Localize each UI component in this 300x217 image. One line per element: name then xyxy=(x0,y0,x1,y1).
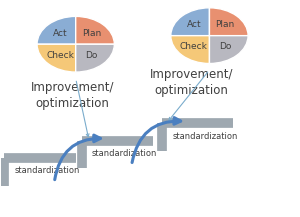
Text: Do: Do xyxy=(85,51,98,60)
Wedge shape xyxy=(171,8,209,36)
Wedge shape xyxy=(209,36,248,64)
Text: Improvement/
optimization: Improvement/ optimization xyxy=(150,68,233,97)
Text: standardization: standardization xyxy=(92,149,158,158)
Wedge shape xyxy=(37,44,76,72)
Wedge shape xyxy=(171,36,209,64)
Text: Act: Act xyxy=(187,20,201,29)
Text: standardization: standardization xyxy=(15,166,80,175)
Wedge shape xyxy=(209,8,248,36)
Text: Check: Check xyxy=(46,51,74,60)
Text: standardization: standardization xyxy=(172,132,238,141)
Text: Improvement/
optimization: Improvement/ optimization xyxy=(31,81,115,110)
Wedge shape xyxy=(76,16,114,44)
Text: Act: Act xyxy=(53,28,68,38)
Text: Do: Do xyxy=(219,42,231,51)
Wedge shape xyxy=(76,44,114,72)
Text: Plan: Plan xyxy=(82,28,101,38)
Text: Check: Check xyxy=(180,42,208,51)
Text: Plan: Plan xyxy=(215,20,235,29)
Wedge shape xyxy=(37,16,76,44)
